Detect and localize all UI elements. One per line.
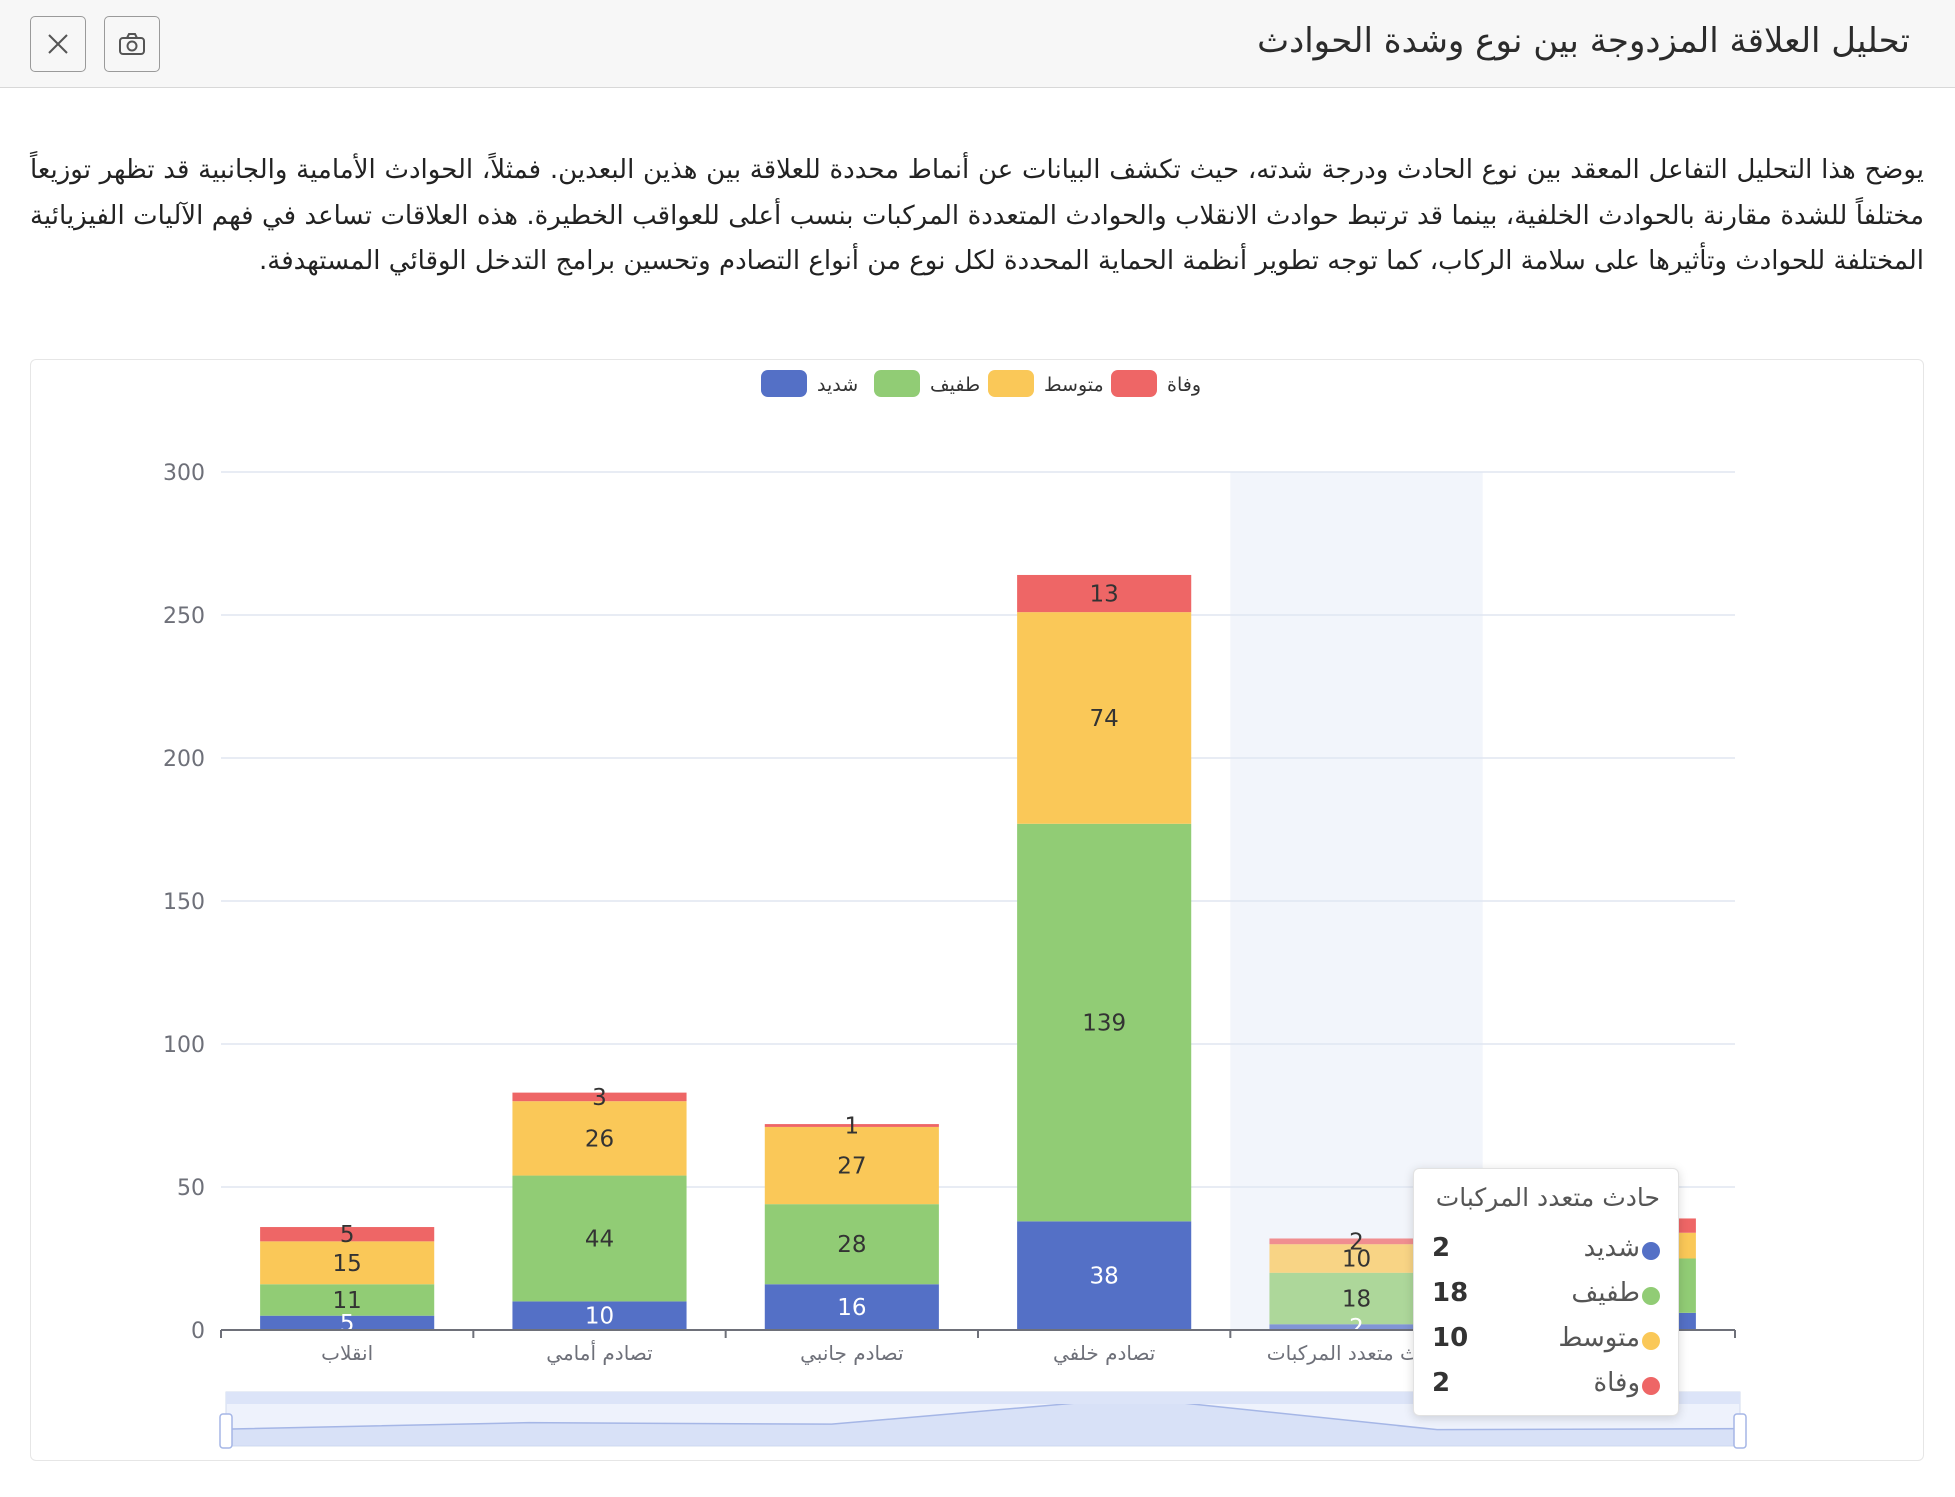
bar-data-label: 5 bbox=[340, 1311, 355, 1337]
bar-data-label: 44 bbox=[585, 1226, 614, 1252]
legend-swatch bbox=[761, 370, 807, 397]
bar-data-label: 27 bbox=[837, 1154, 866, 1180]
tooltip-series-value: 10 bbox=[1432, 1323, 1469, 1353]
tooltip-series-value: 2 bbox=[1432, 1233, 1451, 1263]
x-tick-label: تصادم جانبي bbox=[800, 1341, 903, 1366]
bar-data-label: 1 bbox=[845, 1114, 860, 1140]
tooltip-series-value: 18 bbox=[1432, 1278, 1469, 1308]
bar-data-label: 11 bbox=[333, 1288, 362, 1314]
bar-segment[interactable] bbox=[1017, 1221, 1192, 1330]
y-tick-label: 0 bbox=[191, 1319, 205, 1344]
tooltip-series-name: طفيف bbox=[1571, 1278, 1640, 1308]
bar-segment[interactable] bbox=[764, 1126, 939, 1205]
bar-segment[interactable] bbox=[512, 1092, 687, 1102]
bar-data-label: 15 bbox=[333, 1251, 362, 1277]
tooltip-series-name: شديد bbox=[1583, 1233, 1640, 1263]
bar-data-label: 5 bbox=[340, 1222, 355, 1248]
datazoom-left-handle[interactable] bbox=[219, 1413, 233, 1449]
chart-card: 5111551044263162827138139741321810261995… bbox=[30, 359, 1924, 1461]
bar-segment[interactable] bbox=[260, 1284, 435, 1316]
bar-segment[interactable] bbox=[260, 1227, 435, 1242]
tooltip-row: شديد 2 bbox=[1432, 1231, 1660, 1271]
bar-data-label: 10 bbox=[585, 1304, 614, 1330]
screenshot-button[interactable] bbox=[104, 16, 160, 72]
bar-segment[interactable] bbox=[512, 1301, 687, 1330]
legend-item[interactable]: طفيف bbox=[874, 370, 980, 397]
bar-segment[interactable] bbox=[764, 1204, 939, 1285]
bar-data-label: 26 bbox=[585, 1126, 614, 1152]
y-tick-label: 150 bbox=[163, 890, 205, 915]
bar-data-label: 10 bbox=[1342, 1247, 1371, 1273]
bar-data-label: 13 bbox=[1090, 582, 1119, 608]
tooltip-series-value: 2 bbox=[1432, 1368, 1451, 1398]
legend-label: طفيف bbox=[930, 374, 980, 396]
page-title: تحليل العلاقة المزدوجة بين نوع وشدة الحو… bbox=[1257, 21, 1910, 61]
bar-data-label: 2 bbox=[1349, 1315, 1364, 1341]
chart-tooltip: حادث متعدد المركبات شديد 2 طفيف 18 متوسط… bbox=[1413, 1168, 1679, 1416]
tooltip-row: وفاة 2 bbox=[1432, 1366, 1660, 1406]
bar-data-label: 74 bbox=[1090, 706, 1119, 732]
bar-data-label: 3 bbox=[592, 1085, 607, 1111]
tooltip-series-name: وفاة bbox=[1593, 1368, 1640, 1398]
bar-segment[interactable] bbox=[260, 1241, 435, 1285]
stacked-bar-chart: 5111551044263162827138139741321810261995… bbox=[163, 370, 1747, 1449]
bar-segment[interactable] bbox=[1017, 612, 1192, 824]
tooltip-series-name: متوسط bbox=[1558, 1323, 1640, 1353]
datazoom-move-handle[interactable] bbox=[226, 1392, 1740, 1404]
bar-segment[interactable] bbox=[260, 1315, 435, 1330]
series-marker-icon bbox=[1642, 1242, 1660, 1260]
bar-segment[interactable] bbox=[1269, 1238, 1444, 1245]
series-marker-icon bbox=[1642, 1332, 1660, 1350]
y-tick-label: 100 bbox=[163, 1033, 205, 1058]
datazoom-preview-area bbox=[226, 1398, 1740, 1446]
legend-swatch bbox=[988, 370, 1034, 397]
bar-segment[interactable] bbox=[764, 1284, 939, 1330]
close-button[interactable] bbox=[30, 16, 86, 72]
bar-segment[interactable] bbox=[1017, 823, 1192, 1222]
bar-segment[interactable] bbox=[512, 1101, 687, 1176]
legend-label: شديد bbox=[817, 374, 858, 396]
legend-item[interactable]: شديد bbox=[761, 370, 858, 397]
bar-data-label: 18 bbox=[1342, 1287, 1371, 1313]
camera-icon bbox=[119, 33, 145, 55]
bar-data-label: 16 bbox=[837, 1295, 866, 1321]
datazoom-preview-line bbox=[225, 1397, 1741, 1431]
y-tick-label: 200 bbox=[163, 747, 205, 772]
tooltip-title: حادث متعدد المركبات bbox=[1435, 1183, 1660, 1212]
chart-description: يوضح هذا التحليل التفاعل المعقد بين نوع … bbox=[30, 155, 1924, 276]
y-tick-label: 250 bbox=[163, 604, 205, 629]
bar-data-label: 38 bbox=[1090, 1264, 1119, 1290]
x-tick-label: تصادم خلفي bbox=[1053, 1341, 1155, 1366]
legend-swatch bbox=[1111, 370, 1157, 397]
tooltip-row: متوسط 10 bbox=[1432, 1321, 1660, 1361]
bar-data-label: 139 bbox=[1082, 1011, 1126, 1037]
datazoom-right-handle[interactable] bbox=[1733, 1413, 1747, 1449]
bar-segment[interactable] bbox=[1017, 574, 1192, 613]
bar-segment[interactable] bbox=[764, 1124, 939, 1127]
x-tick-label: انقلاب bbox=[321, 1341, 373, 1365]
series-marker-icon bbox=[1642, 1377, 1660, 1395]
bar-data-label: 2 bbox=[1349, 1229, 1364, 1255]
bar-segment[interactable] bbox=[512, 1175, 687, 1302]
legend-label: وفاة bbox=[1167, 374, 1201, 396]
y-tick-label: 300 bbox=[163, 461, 205, 486]
legend-item[interactable]: متوسط bbox=[988, 370, 1104, 397]
close-icon bbox=[48, 34, 68, 54]
y-tick-label: 50 bbox=[177, 1176, 205, 1201]
bar-segment[interactable] bbox=[1269, 1324, 1444, 1330]
legend-label: متوسط bbox=[1044, 374, 1104, 396]
modal-header: تحليل العلاقة المزدوجة بين نوع وشدة الحو… bbox=[0, 0, 1955, 88]
bar-data-label: 28 bbox=[837, 1232, 866, 1258]
legend-swatch bbox=[874, 370, 920, 397]
tooltip-row: طفيف 18 bbox=[1432, 1276, 1660, 1316]
series-marker-icon bbox=[1642, 1287, 1660, 1305]
x-tick-label: تصادم أمامي bbox=[546, 1340, 652, 1366]
legend-item[interactable]: وفاة bbox=[1111, 370, 1201, 397]
